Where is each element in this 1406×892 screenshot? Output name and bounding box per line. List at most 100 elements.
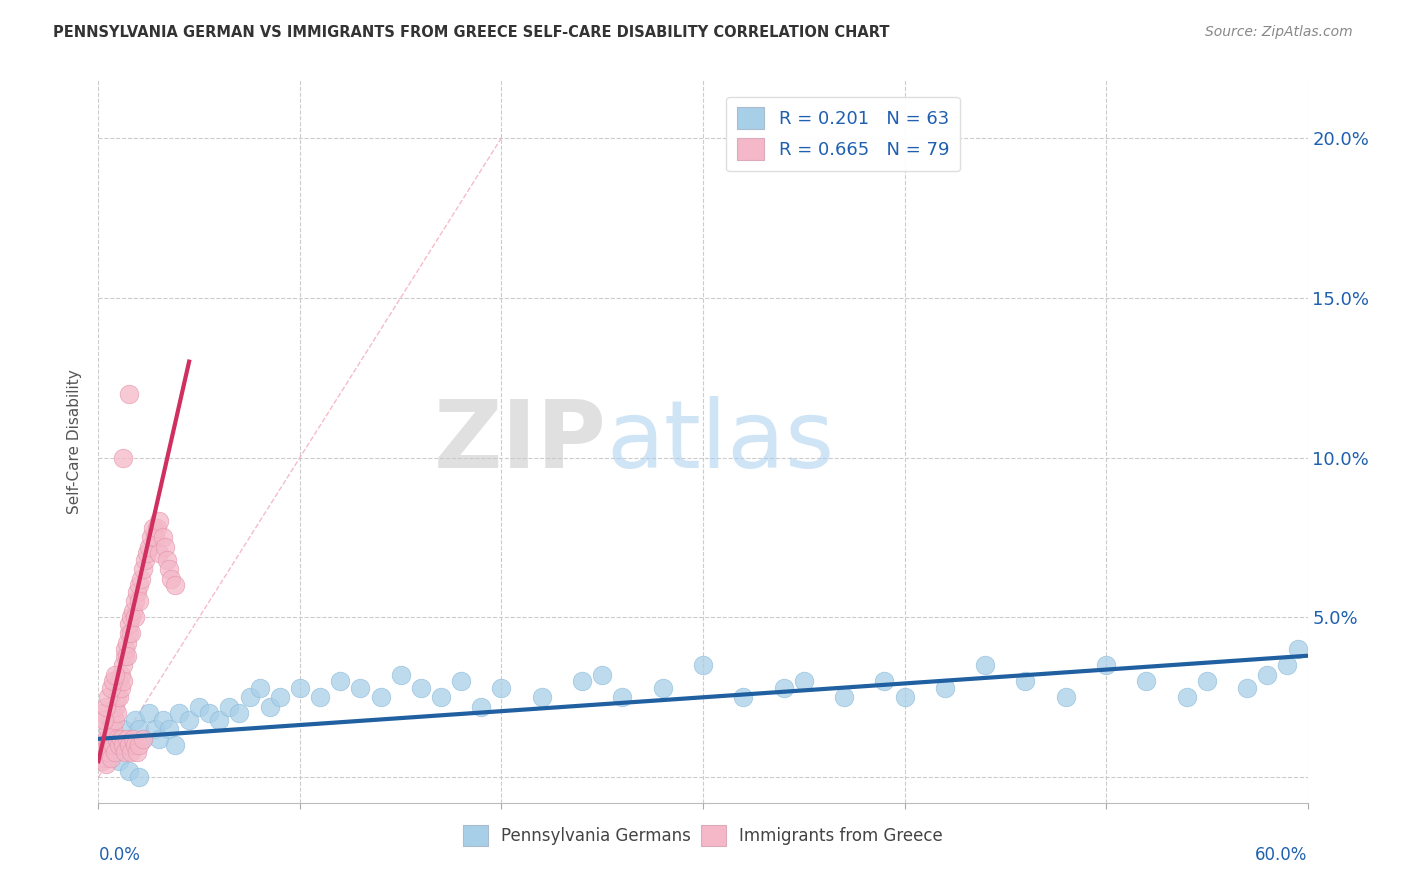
Text: Source: ZipAtlas.com: Source: ZipAtlas.com — [1205, 25, 1353, 39]
Point — [1014, 674, 1036, 689]
Point — [101, 738, 124, 752]
Point — [114, 642, 136, 657]
Text: 0.0%: 0.0% — [98, 847, 141, 864]
Point — [111, 738, 134, 752]
Point — [132, 731, 155, 746]
Point — [128, 723, 150, 737]
Point — [114, 648, 136, 663]
Point — [163, 738, 186, 752]
Point — [107, 754, 129, 768]
Point — [118, 764, 141, 778]
Point — [96, 757, 118, 772]
Point — [129, 572, 152, 586]
Point — [893, 690, 915, 705]
Point — [93, 713, 115, 727]
Point — [389, 668, 412, 682]
Point — [128, 594, 150, 608]
Point — [105, 706, 128, 721]
Point — [111, 674, 134, 689]
Point — [239, 690, 262, 705]
Point — [97, 738, 120, 752]
Point — [152, 531, 174, 545]
Point — [114, 745, 136, 759]
Point — [97, 745, 120, 759]
Point — [124, 738, 146, 752]
Point — [107, 738, 129, 752]
Text: 60.0%: 60.0% — [1256, 847, 1308, 864]
Point — [132, 731, 155, 746]
Point — [329, 674, 352, 689]
Point — [259, 699, 281, 714]
Point — [309, 690, 332, 705]
Point — [156, 553, 179, 567]
Point — [269, 690, 291, 705]
Point — [124, 594, 146, 608]
Point — [105, 690, 128, 705]
Point — [163, 578, 186, 592]
Point — [121, 731, 143, 746]
Point — [1175, 690, 1198, 705]
Point — [148, 546, 170, 560]
Point — [167, 706, 190, 721]
Point — [288, 681, 311, 695]
Text: ZIP: ZIP — [433, 395, 606, 488]
Text: PENNSYLVANIA GERMAN VS IMMIGRANTS FROM GREECE SELF-CARE DISABILITY CORRELATION C: PENNSYLVANIA GERMAN VS IMMIGRANTS FROM G… — [53, 25, 890, 40]
Point — [101, 723, 124, 737]
Point — [146, 521, 169, 535]
Point — [1277, 658, 1299, 673]
Point — [125, 745, 148, 759]
Point — [124, 610, 146, 624]
Point — [96, 699, 118, 714]
Point — [134, 553, 156, 567]
Point — [530, 690, 553, 705]
Point — [118, 738, 141, 752]
Point — [97, 690, 120, 705]
Point — [128, 770, 150, 784]
Point — [873, 674, 896, 689]
Point — [107, 690, 129, 705]
Y-axis label: Self-Care Disability: Self-Care Disability — [67, 369, 83, 514]
Point — [124, 713, 146, 727]
Point — [111, 723, 134, 737]
Point — [111, 450, 134, 465]
Point — [110, 681, 132, 695]
Point — [470, 699, 492, 714]
Point — [105, 731, 128, 746]
Point — [651, 681, 673, 695]
Point — [138, 706, 160, 721]
Point — [491, 681, 513, 695]
Point — [153, 540, 176, 554]
Point — [370, 690, 392, 705]
Point — [103, 713, 125, 727]
Point — [349, 681, 371, 695]
Point — [101, 674, 124, 689]
Point — [120, 745, 142, 759]
Point — [125, 584, 148, 599]
Point — [121, 604, 143, 618]
Point — [103, 668, 125, 682]
Point — [692, 658, 714, 673]
Point — [110, 731, 132, 746]
Point — [115, 731, 138, 746]
Point — [138, 540, 160, 554]
Point — [249, 681, 271, 695]
Point — [142, 521, 165, 535]
Point — [128, 738, 150, 752]
Point — [107, 731, 129, 746]
Point — [974, 658, 997, 673]
Point — [91, 706, 114, 721]
Point — [118, 386, 141, 401]
Point — [93, 738, 115, 752]
Point — [91, 745, 114, 759]
Point — [97, 738, 120, 752]
Point — [733, 690, 755, 705]
Point — [107, 674, 129, 689]
Point — [218, 699, 240, 714]
Point — [430, 690, 453, 705]
Point — [103, 699, 125, 714]
Point — [612, 690, 634, 705]
Point — [110, 668, 132, 682]
Legend: Pennsylvania Germans, Immigrants from Greece: Pennsylvania Germans, Immigrants from Gr… — [456, 819, 950, 852]
Point — [100, 681, 122, 695]
Point — [132, 562, 155, 576]
